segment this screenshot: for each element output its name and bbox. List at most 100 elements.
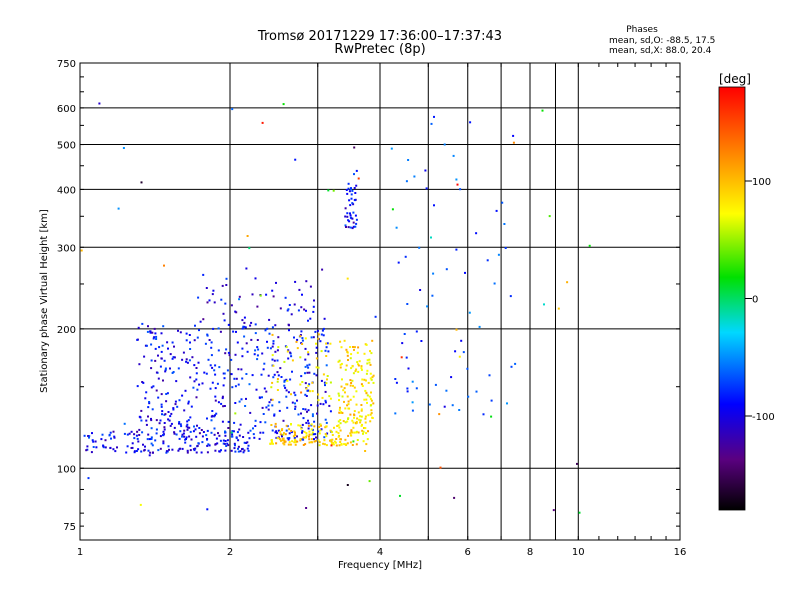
- data-point: [301, 423, 304, 426]
- data-point: [178, 399, 181, 402]
- data-point: [220, 449, 222, 452]
- data-point: [311, 431, 314, 434]
- data-point: [310, 423, 313, 426]
- data-point: [167, 418, 170, 421]
- data-point: [313, 438, 315, 441]
- data-point: [171, 341, 174, 344]
- data-point: [340, 346, 343, 349]
- data-point: [459, 188, 462, 191]
- data-point: [354, 192, 357, 194]
- data-point: [196, 388, 199, 391]
- data-point: [191, 356, 194, 359]
- data-point: [305, 280, 308, 283]
- data-point: [495, 209, 498, 212]
- data-point: [302, 438, 305, 441]
- data-point: [237, 383, 240, 386]
- data-point: [173, 432, 176, 435]
- data-point: [235, 330, 237, 333]
- data-point: [301, 430, 304, 433]
- data-point: [336, 425, 339, 427]
- data-point: [302, 444, 305, 446]
- data-point: [283, 380, 286, 383]
- data-point: [254, 349, 257, 352]
- data-point: [362, 432, 364, 435]
- data-point: [186, 449, 189, 452]
- data-point: [201, 435, 204, 438]
- data-point: [169, 367, 171, 370]
- data-point: [140, 419, 143, 422]
- data-point: [390, 147, 393, 150]
- data-point: [149, 330, 152, 333]
- data-point: [126, 445, 129, 448]
- data-point: [305, 434, 308, 437]
- data-point: [274, 425, 277, 428]
- data-point: [504, 247, 507, 249]
- data-point: [307, 422, 310, 425]
- data-point: [311, 381, 314, 384]
- data-point: [296, 440, 299, 443]
- data-point: [307, 351, 310, 354]
- data-point: [138, 363, 141, 366]
- data-point: [152, 451, 154, 454]
- data-point: [222, 439, 225, 442]
- data-point: [238, 400, 241, 403]
- data-point: [279, 433, 282, 436]
- data-point: [280, 376, 283, 378]
- y-tick-label: 500: [57, 141, 76, 152]
- data-point: [339, 429, 342, 432]
- data-point: [135, 434, 138, 437]
- data-point: [360, 383, 363, 386]
- data-point: [237, 445, 240, 448]
- data-point: [177, 449, 180, 452]
- data-point: [133, 433, 136, 436]
- colorbar: [718, 86, 746, 511]
- data-point: [351, 379, 354, 382]
- data-point: [299, 439, 302, 442]
- data-point: [149, 451, 152, 454]
- data-point: [297, 424, 300, 427]
- data-point: [320, 333, 323, 336]
- data-point: [252, 433, 255, 436]
- data-point: [175, 380, 178, 383]
- data-point: [337, 424, 340, 427]
- data-point: [347, 226, 350, 229]
- data-point: [282, 442, 285, 445]
- x-tick-label: 1: [77, 547, 83, 558]
- data-point: [341, 378, 343, 381]
- data-point: [328, 395, 331, 398]
- data-point: [319, 402, 322, 405]
- data-point: [509, 295, 512, 298]
- data-point: [148, 401, 151, 403]
- data-point: [154, 332, 157, 335]
- data-point: [363, 427, 365, 429]
- data-point: [349, 226, 352, 229]
- data-point: [155, 371, 158, 374]
- data-point: [343, 443, 346, 446]
- data-point: [364, 417, 367, 420]
- data-point: [356, 417, 359, 420]
- data-point: [338, 399, 340, 402]
- data-point: [136, 437, 139, 440]
- data-point: [366, 369, 369, 372]
- data-point: [234, 310, 237, 313]
- data-point: [360, 408, 363, 411]
- data-point: [150, 436, 153, 439]
- data-point: [171, 357, 174, 360]
- data-point: [411, 380, 414, 383]
- data-point: [211, 381, 214, 384]
- data-point: [304, 372, 306, 375]
- data-point: [143, 355, 146, 358]
- data-point: [299, 383, 302, 386]
- data-point: [424, 169, 427, 172]
- data-point: [161, 410, 164, 413]
- data-point: [169, 353, 172, 356]
- data-point: [263, 362, 266, 365]
- data-point: [506, 402, 508, 405]
- data-point: [455, 248, 458, 251]
- data-point: [455, 178, 458, 181]
- data-point: [189, 341, 191, 344]
- data-point: [290, 313, 293, 316]
- data-point: [272, 342, 275, 345]
- data-point: [186, 428, 189, 431]
- data-point: [116, 446, 118, 449]
